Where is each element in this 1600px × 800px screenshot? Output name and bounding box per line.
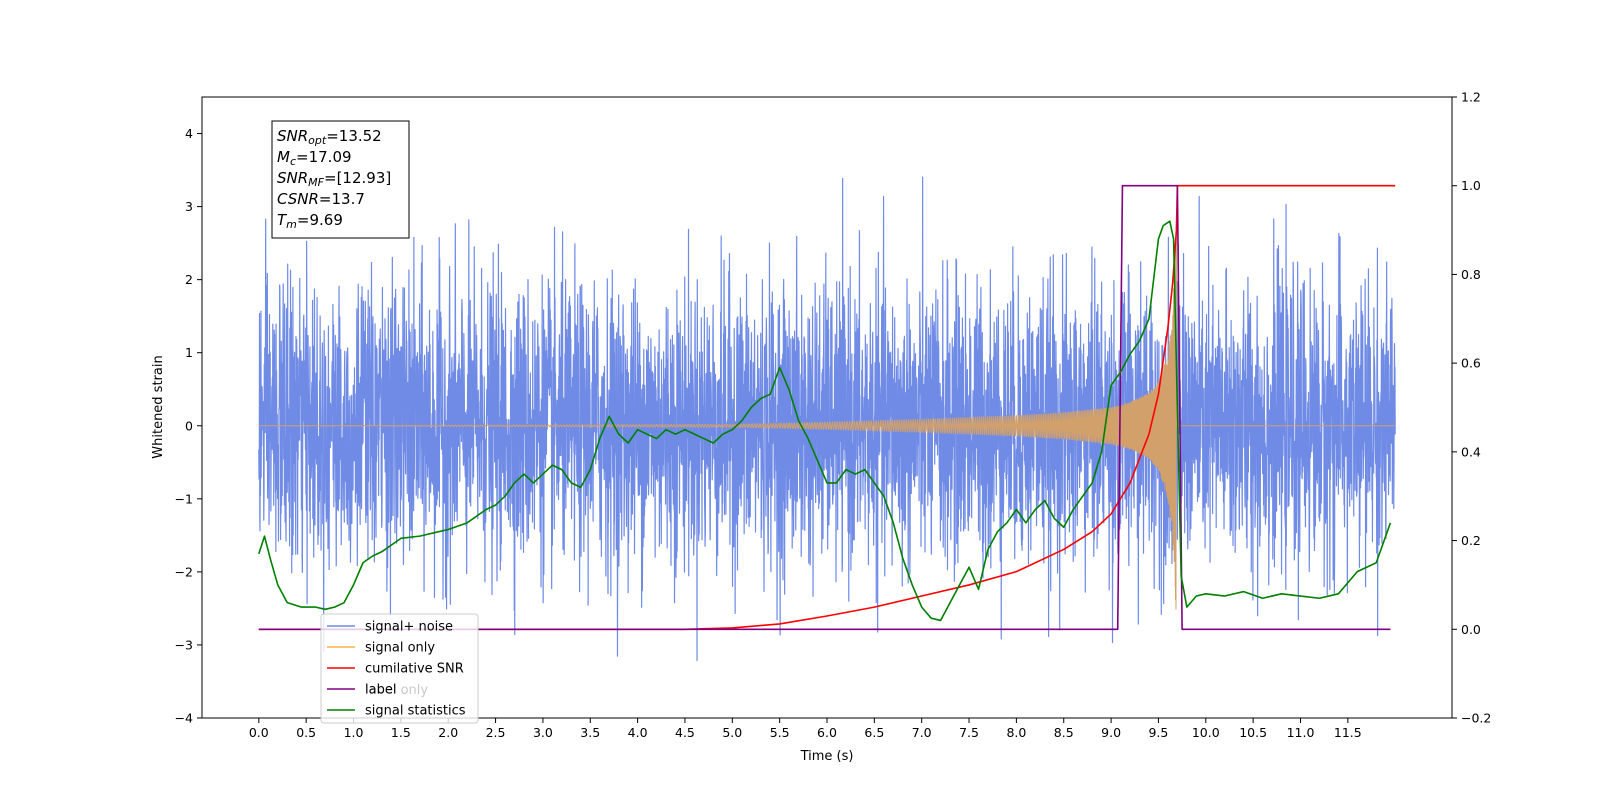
info-box-frame: [271, 120, 410, 239]
x-tick-label: 8.0: [1006, 725, 1026, 740]
info-box: SNRopt=13.52Mc=17.09SNRMF=[12.93]CSNR=13…: [271, 120, 410, 239]
x-tick-label: 9.0: [1101, 725, 1121, 740]
legend-label: signal only: [365, 641, 435, 656]
info-line: Tm=9.69: [277, 211, 343, 231]
y-tick-label: 1: [185, 345, 193, 360]
info-line: CSNR=13.7: [277, 190, 365, 208]
info-symbol: SNR: [277, 169, 308, 187]
series-line-4: [258, 220, 1392, 622]
x-tick-label: 5.0: [722, 725, 742, 740]
x-tick-label: 7.5: [959, 725, 979, 740]
x-tick-label: 0.5: [296, 725, 316, 740]
info-line: SNRopt=13.52: [277, 127, 382, 147]
x-tick-label: 3.5: [580, 725, 600, 740]
y2-tick-label: 1.0: [1461, 178, 1481, 193]
x-tick-label: 10.0: [1192, 725, 1220, 740]
y-tick-label: −4: [175, 711, 193, 726]
x-tick-label: 6.5: [864, 725, 884, 740]
x-tick-label: 11.5: [1334, 725, 1362, 740]
x-tick-label: 7.0: [912, 725, 932, 740]
info-value: =9.69: [297, 211, 343, 229]
y2-tick-label: 0.8: [1461, 267, 1481, 282]
info-subscript: MF: [308, 176, 324, 189]
info-value: =13.7: [319, 190, 365, 208]
series-line-1: [258, 223, 1396, 610]
y-tick-label: 4: [185, 126, 193, 141]
series-line-2: [258, 184, 1396, 631]
legend-label: label: [365, 683, 396, 698]
x-tick-label: 2.0: [438, 725, 458, 740]
series-layer: [258, 176, 1396, 662]
y-tick-label: 0: [185, 418, 193, 433]
legend-label: cumilative SNR: [365, 662, 464, 677]
x-tick-label: 1.0: [344, 725, 364, 740]
info-line: Mc=17.09: [277, 148, 352, 168]
legend: label only signal+ noise signal only cumila…: [320, 613, 479, 724]
x-tick-label: 8.5: [1054, 725, 1074, 740]
x-tick-label: 1.5: [391, 725, 411, 740]
x-tick-label: 6.0: [817, 725, 837, 740]
legend-frame: [320, 613, 479, 724]
info-subscript: m: [286, 218, 297, 231]
y-tick-label: 3: [185, 199, 193, 214]
x-tick-label: 2.5: [486, 725, 506, 740]
y2-tick-label: 0.0: [1461, 622, 1481, 637]
y-tick-label: −2: [175, 564, 193, 579]
y-tick-label: 2: [185, 272, 193, 287]
y-tick-label: −3: [175, 637, 193, 652]
x-axis-label: Time (s): [800, 749, 854, 764]
x-tick-label: 10.5: [1239, 725, 1267, 740]
legend-label: signal+ noise: [365, 620, 453, 635]
info-value: =[12.93]: [324, 169, 391, 187]
x-tick-label: 3.0: [533, 725, 553, 740]
x-tick-label: 4.0: [628, 725, 648, 740]
info-line: SNRMF=[12.93]: [277, 169, 391, 189]
axes-layer: 0.0 0.5 1.0 1.5 2.0 2.5 3.0 3.5 4.0 4.5 5.0 5.5 6.0 6…: [175, 90, 1492, 741]
info-symbol: M: [277, 148, 290, 166]
y2-tick-label: 1.2: [1461, 90, 1481, 105]
x-tick-label: 9.5: [1148, 725, 1168, 740]
y2-tick-label: 0.2: [1461, 533, 1481, 548]
legend-ghost-label: label only: [365, 683, 428, 698]
x-tick-label: 4.5: [675, 725, 695, 740]
y-tick-label: −1: [175, 491, 193, 506]
y2-tick-label: 0.6: [1461, 356, 1481, 371]
x-tick-label: 5.5: [770, 725, 790, 740]
info-value: =17.09: [296, 148, 352, 166]
info-subscript: opt: [308, 134, 327, 147]
series-line-3: [258, 184, 1391, 631]
legend-label: signal statistics: [365, 704, 466, 719]
y-axis-label: Whitened strain: [151, 355, 166, 458]
x-tick-label: 11.0: [1287, 725, 1315, 740]
y2-tick-label: −0.2: [1461, 711, 1491, 726]
y2-tick-label: 0.4: [1461, 444, 1481, 459]
info-subscript: c: [290, 155, 296, 168]
x-tick-label: 0.0: [249, 725, 269, 740]
info-value: =13.52: [326, 127, 382, 145]
info-symbol: CSNR: [277, 190, 319, 208]
info-symbol: T: [277, 211, 288, 229]
series-line-0: [258, 176, 1396, 662]
info-symbol: SNR: [277, 127, 308, 145]
